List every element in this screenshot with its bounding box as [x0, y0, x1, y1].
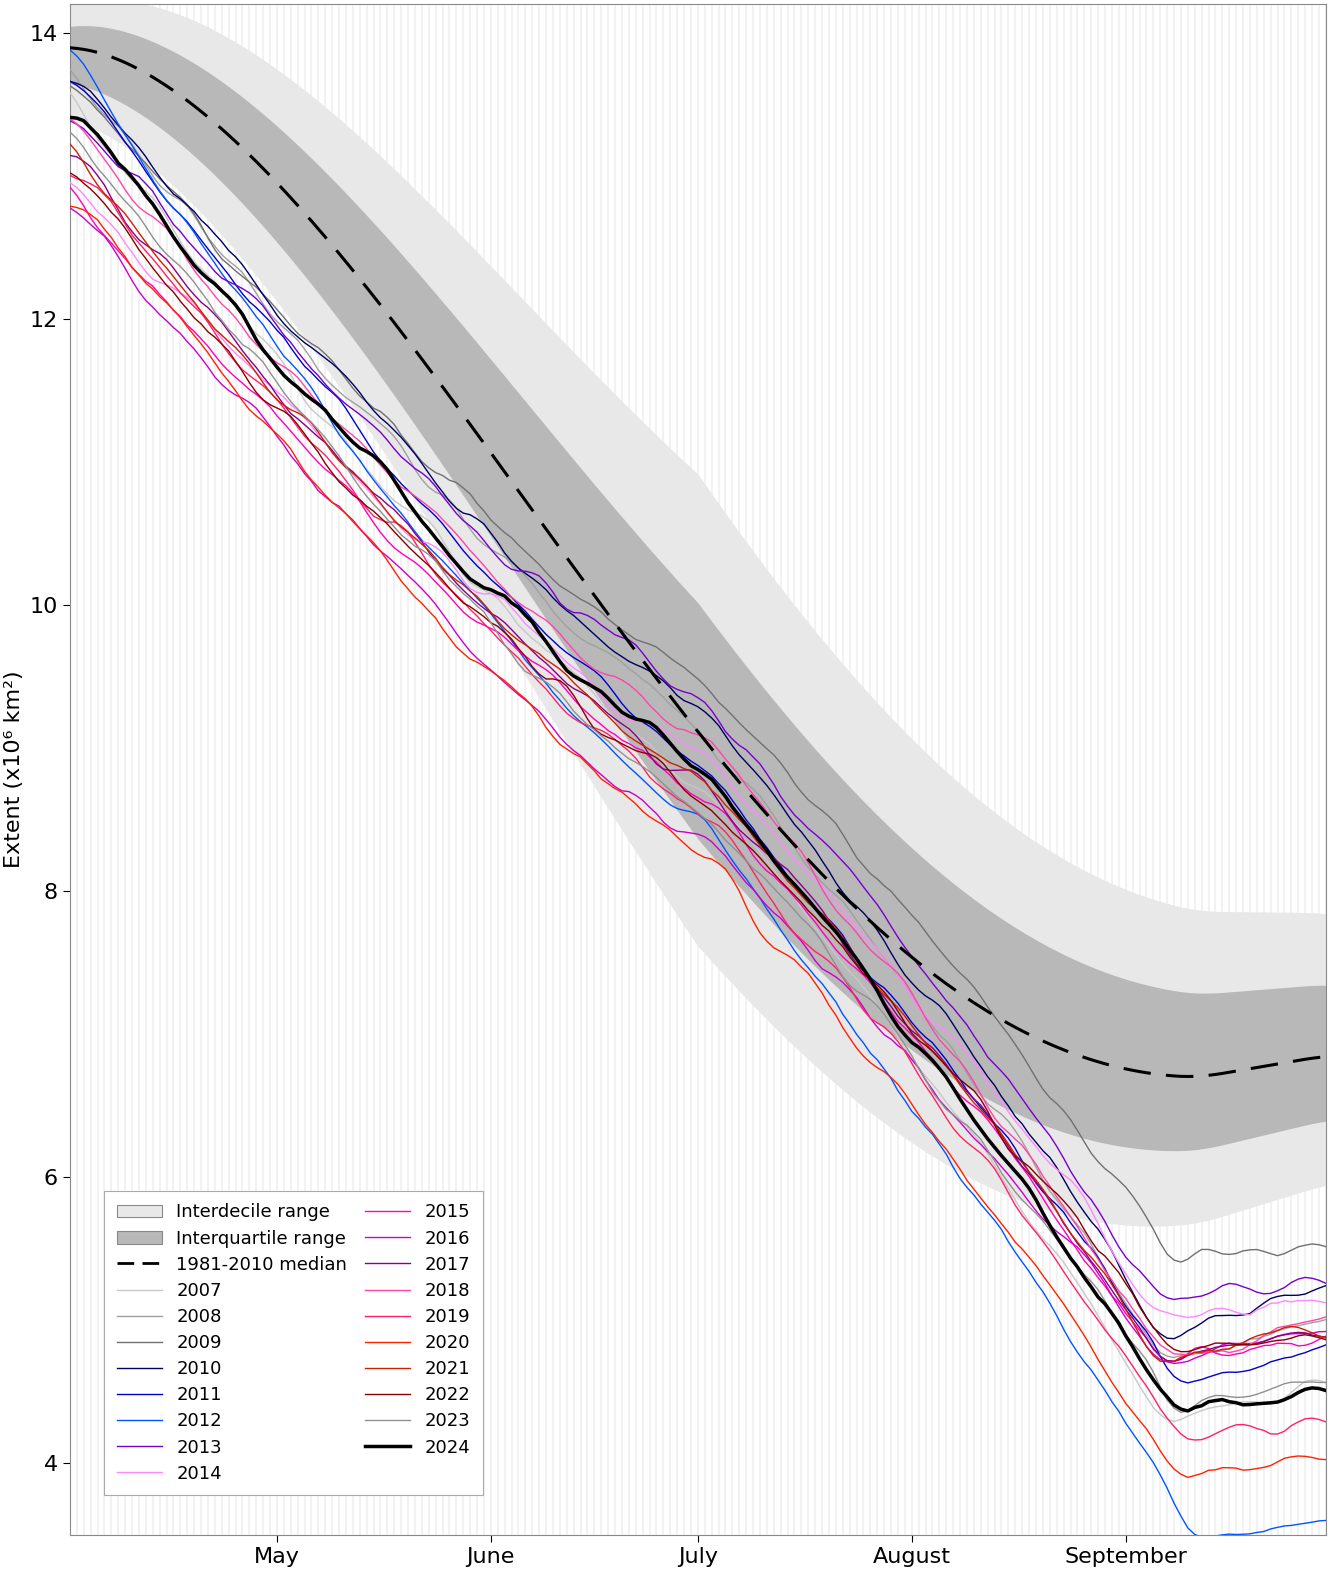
- Y-axis label: Extent (x10⁶ km²): Extent (x10⁶ km²): [4, 671, 24, 869]
- Legend: Interdecile range, Interquartile range, 1981-2010 median, 2007, 2008, 2009, 2010: Interdecile range, Interquartile range, …: [104, 1191, 483, 1496]
